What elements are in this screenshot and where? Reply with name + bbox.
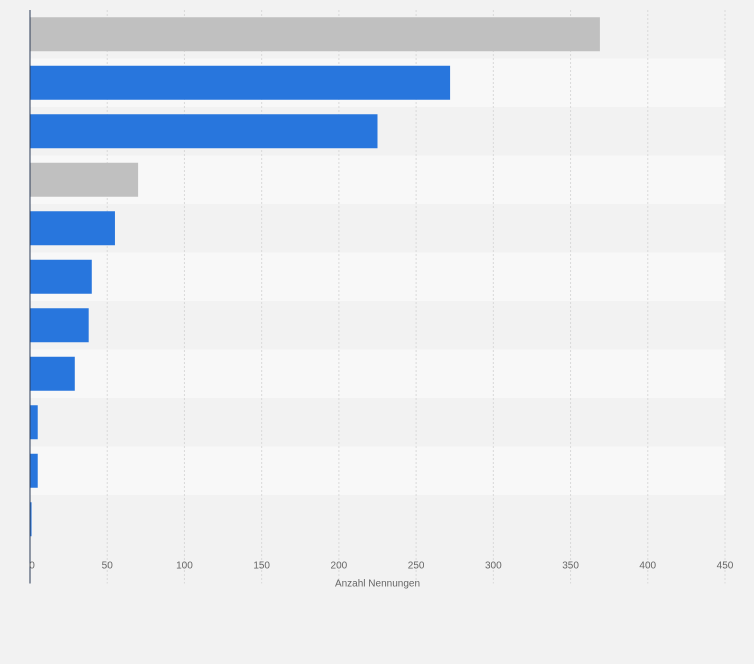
row-band [30, 252, 725, 301]
row-band [30, 155, 725, 204]
bar[interactable] [30, 211, 115, 246]
bar[interactable] [30, 65, 451, 100]
bar[interactable] [30, 405, 38, 440]
x-tick-label: 450 [717, 561, 734, 572]
bar[interactable] [30, 356, 75, 391]
x-tick-label: 50 [102, 561, 114, 572]
x-tick-label: 400 [639, 561, 656, 572]
bar[interactable] [30, 453, 38, 488]
row-band [30, 495, 725, 544]
x-tick-label: 200 [331, 561, 348, 572]
row-band [30, 349, 725, 398]
row-band [30, 301, 725, 350]
bar[interactable] [30, 259, 92, 294]
row-band [30, 398, 725, 447]
x-tick-label: 250 [408, 561, 425, 572]
row-bands [30, 10, 725, 544]
bar[interactable] [30, 17, 600, 52]
bar[interactable] [30, 114, 378, 149]
bar[interactable] [30, 502, 32, 537]
bars [30, 17, 600, 537]
x-tick-label: 100 [176, 561, 193, 572]
x-axis-label: Anzahl Nennungen [335, 579, 420, 590]
grid-lines [106, 10, 726, 584]
x-tick-label: 150 [253, 561, 270, 572]
x-tick-labels: 0 50 100 150 200 250 300 350 400 450 [29, 561, 734, 572]
bar[interactable] [30, 162, 139, 197]
x-tick-label: 300 [485, 561, 502, 572]
x-tick-label: 0 [29, 561, 35, 572]
row-band [30, 204, 725, 253]
row-band [30, 446, 725, 495]
bar[interactable] [30, 308, 89, 343]
x-tick-label: 350 [562, 561, 579, 572]
